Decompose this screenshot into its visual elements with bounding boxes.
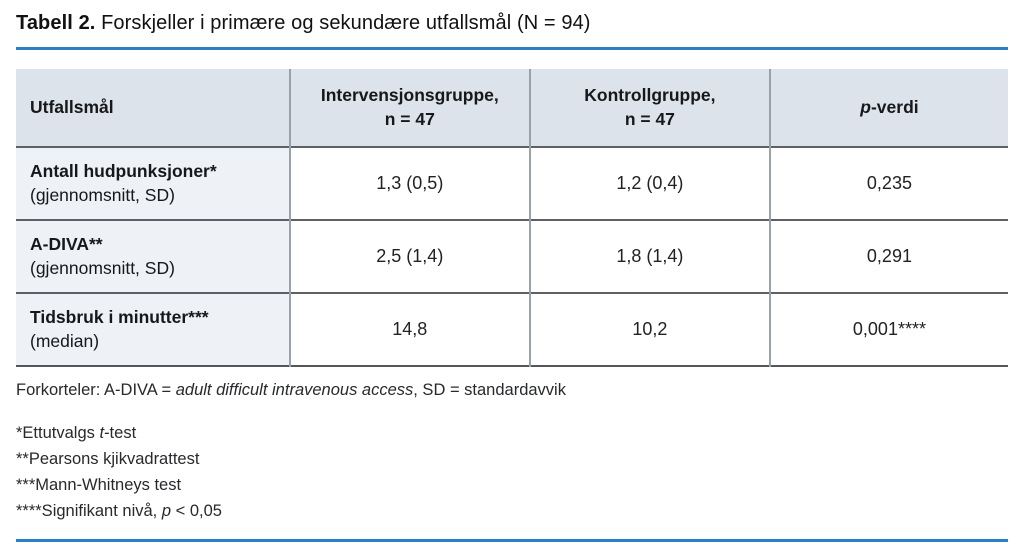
footnote-pre: ***Mann-Whitneys test (16, 476, 182, 494)
row-label-sub: (gjennomsnitt, SD) (30, 257, 175, 278)
cell-intervention-value: 1,3 (0,5) (288, 147, 530, 220)
header-row: Utfallsmål Intervensjonsgruppe, n = 47 K… (16, 69, 1008, 147)
cell-p-value: 0,235 (768, 147, 1008, 220)
article-table-figure: Tabell 2. Forskjeller i primære og sekun… (16, 10, 1008, 542)
row-label-name: A-DIVA** (30, 234, 103, 255)
row-label: A-DIVA** (gjennomsnitt, SD) (16, 220, 290, 293)
bottom-divider-rule (16, 539, 1008, 542)
footnote-pre: ****Signifikant nivå, (16, 502, 162, 520)
column-header-line2: n = 47 (384, 108, 435, 129)
top-divider-rule (16, 47, 1008, 50)
footnote-pre: **Pearsons kjikvadrattest (16, 450, 200, 468)
table-row-hudpunksjoner: Antall hudpunksjoner* (gjennomsnitt, SD)… (16, 147, 1008, 220)
p-symbol: p (860, 96, 871, 117)
column-header-line1: Kontrollgruppe, (584, 85, 716, 106)
footnote-list: *Ettutvalgs t-test **Pearsons kjikvadrat… (16, 420, 1008, 524)
table-header-row-group: Utfallsmål Intervensjonsgruppe, n = 47 K… (16, 69, 1008, 147)
column-header-pverdi: p-verdi (768, 69, 1008, 147)
column-header-line1: Intervensjonsgruppe, (320, 85, 499, 106)
row-label: Tidsbruk i minutter*** (median) (16, 293, 290, 366)
row-label-name: Antall hudpunksjoner* (30, 161, 217, 182)
cell-control-value: 1,8 (1,4) (528, 220, 770, 293)
table-row-adiva: A-DIVA** (gjennomsnitt, SD) 2,5 (1,4) 1,… (16, 220, 1008, 293)
cell-p-value: 0,291 (768, 220, 1008, 293)
footnote-abbrev-italic: adult difficult intravenous access (175, 381, 414, 399)
outcomes-table: Utfallsmål Intervensjonsgruppe, n = 47 K… (16, 69, 1008, 367)
footnote-abbrev-post: , SD = standardavvik (413, 381, 566, 399)
table-row-tidsbruk: Tidsbruk i minutter*** (median) 14,8 10,… (16, 293, 1008, 366)
row-label-sub: (median) (30, 330, 100, 351)
cell-intervention-value: 14,8 (288, 293, 530, 366)
footnote-italic: p (161, 502, 172, 520)
footnote-pre: *Ettutvalgs (16, 424, 100, 442)
cell-control-value: 1,2 (0,4) (528, 147, 770, 220)
footnote-abbreviations: Forkorteler: A-DIVA = adult difficult in… (16, 381, 1008, 400)
column-header-intervensjonsgruppe: Intervensjonsgruppe, n = 47 (288, 69, 530, 147)
footnote-pearsons: **Pearsons kjikvadrattest (16, 446, 1008, 472)
footnote-post: -test (104, 424, 137, 442)
row-label-sub: (gjennomsnitt, SD) (30, 184, 175, 205)
column-header-utfallsmal: Utfallsmål (16, 69, 290, 147)
footnote-signifikans: ****Signifikant nivå, p < 0,05 (16, 498, 1008, 524)
column-header-line2: n = 47 (624, 108, 675, 129)
row-label-name: Tidsbruk i minutter*** (30, 307, 209, 328)
cell-intervention-value: 2,5 (1,4) (288, 220, 530, 293)
footnote-post: < 0,05 (171, 502, 222, 520)
footnote-ettutvalgs: *Ettutvalgs t-test (16, 420, 1008, 446)
column-header-pverdi-text: -verdi (870, 96, 919, 117)
row-label: Antall hudpunksjoner* (gjennomsnitt, SD) (16, 147, 290, 220)
cell-control-value: 10,2 (528, 293, 770, 366)
cell-p-value: 0,001**** (768, 293, 1008, 366)
footnote-mannwhitney: ***Mann-Whitneys test (16, 472, 1008, 498)
footnote-abbrev-pre: Forkorteler: A-DIVA = (16, 381, 176, 399)
table-caption-text: Forskjeller i primære og sekundære utfal… (95, 12, 591, 34)
table-caption: Tabell 2. Forskjeller i primære og sekun… (16, 10, 1008, 37)
footnote-italic: t (99, 424, 105, 442)
table-caption-number: Tabell 2. (16, 12, 96, 34)
table-body: Antall hudpunksjoner* (gjennomsnitt, SD)… (16, 147, 1008, 366)
column-header-kontrollgruppe: Kontrollgruppe, n = 47 (528, 69, 770, 147)
